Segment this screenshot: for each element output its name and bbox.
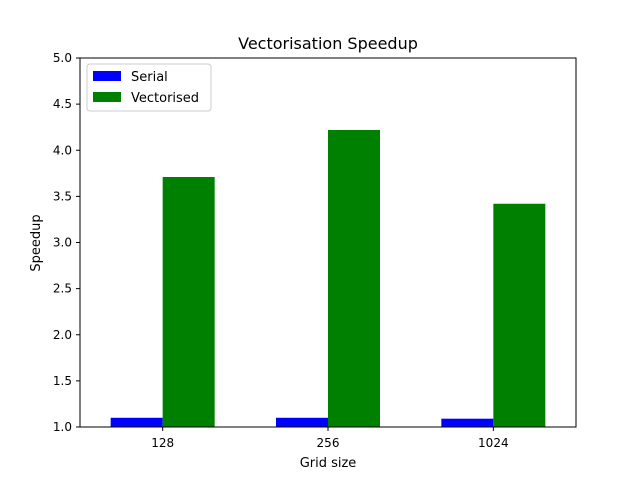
y-tick-label: 4.5 [53, 97, 72, 111]
chart-title: Vectorisation Speedup [238, 34, 418, 53]
y-axis: 1.0 1.5 2.0 2.5 3.0 3.5 4.0 4.5 5.0 [53, 51, 80, 434]
legend-swatch-vectorised [93, 92, 121, 102]
legend-label-serial: Serial [131, 70, 168, 85]
bar-vectorised-128 [162, 177, 215, 427]
x-tick-label: 256 [317, 436, 340, 450]
bar-serial-1024 [441, 418, 494, 427]
y-tick-label: 3.5 [53, 189, 72, 203]
legend: Serial Vectorised [86, 63, 212, 112]
y-tick-label: 2.5 [53, 282, 72, 296]
bar-vectorised-256 [328, 129, 380, 427]
legend-label-vectorised: Vectorised [131, 91, 199, 106]
y-tick-label: 3.0 [53, 236, 72, 250]
y-tick-label: 2.0 [53, 328, 72, 342]
y-tick-label: 5.0 [53, 51, 72, 65]
bar-vectorised-1024 [493, 203, 546, 427]
y-tick-label: 1.0 [53, 420, 72, 434]
y-axis-label: Speedup [29, 214, 44, 271]
x-tick-label: 1024 [478, 436, 509, 450]
plot-frame [79, 57, 577, 428]
bar-serial-256 [276, 417, 328, 427]
x-axis: 128 256 1024 [151, 427, 509, 450]
y-tick-label: 1.5 [53, 374, 72, 388]
bars-group [110, 129, 546, 427]
y-tick-label: 4.0 [53, 143, 72, 157]
bar-serial-128 [110, 417, 163, 427]
x-tick-label: 128 [151, 436, 174, 450]
legend-swatch-serial [93, 71, 121, 81]
x-axis-label: Grid size [300, 456, 357, 471]
